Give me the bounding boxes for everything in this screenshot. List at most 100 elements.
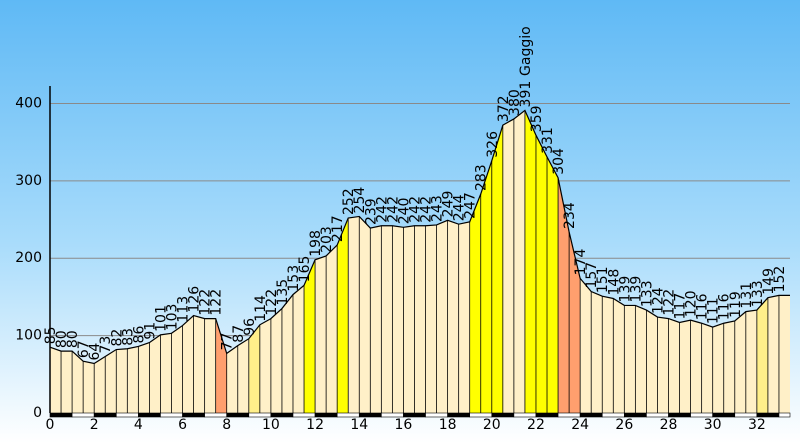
profile-segment-29 [359, 216, 371, 413]
data-label: 135 [275, 279, 291, 306]
profile-segment-36 [436, 220, 448, 413]
data-label: 139 [628, 276, 644, 303]
x-tick-label: 6 [178, 417, 187, 433]
x-tick-label: 14 [350, 417, 368, 433]
profile-segment-56 [657, 317, 669, 413]
data-label: 86 [131, 326, 147, 344]
x-tick-label: 2 [90, 417, 99, 433]
x-tick-label: 30 [704, 417, 722, 433]
data-label: 131 [739, 282, 755, 309]
data-label: 114 [253, 295, 269, 322]
profile-segment-2 [61, 351, 73, 413]
y-tick-labels: 0 100 200 300 400 [15, 95, 42, 421]
profile-segment-15 [204, 318, 216, 413]
data-label: 203 [319, 226, 335, 253]
profile-segment-45 [535, 135, 548, 413]
data-label: 326 [485, 131, 501, 158]
profile-segment-38 [458, 221, 470, 413]
data-label: 103 [164, 304, 180, 331]
data-label: 239 [363, 198, 379, 225]
data-label: 242 [374, 196, 390, 223]
profile-segment-40 [480, 160, 492, 413]
profile-segment-34 [414, 225, 426, 413]
data-label: 116 [717, 293, 733, 320]
data-label: 139 [617, 276, 633, 303]
profile-segment-44 [524, 110, 536, 413]
profile-segment-19 [248, 324, 260, 413]
data-label: 120 [684, 290, 700, 317]
data-label: 149 [761, 268, 777, 295]
profile-segment-11 [160, 333, 172, 413]
data-label: 283 [474, 164, 490, 191]
y-tick-label: 400 [15, 95, 42, 111]
profile-segment-17 [226, 345, 238, 413]
data-label: 77 [220, 333, 236, 351]
x-tick-label: 28 [660, 417, 678, 433]
data-label: 157 [584, 262, 600, 289]
profile-segment-26 [326, 245, 338, 413]
x-tick-label: 10 [262, 417, 280, 433]
profile-segment-31 [381, 225, 393, 413]
profile-segment-21 [270, 308, 282, 413]
data-label: 151 [595, 266, 611, 293]
km-bar-segment [778, 412, 791, 418]
profile-segment-13 [182, 315, 194, 413]
data-label: 372 [496, 95, 512, 122]
data-label: 133 [750, 280, 766, 307]
data-label: 242 [407, 196, 423, 223]
profile-segment-9 [138, 342, 150, 413]
data-label: 242 [419, 196, 435, 223]
profile-segment-48 [569, 231, 581, 413]
data-label: 122 [264, 289, 280, 316]
x-tick-label: 8 [222, 417, 231, 433]
data-label: 249 [441, 191, 457, 218]
profile-segment-51 [602, 296, 614, 413]
data-label: 126 [187, 286, 203, 313]
x-tick-label: 0 [46, 417, 55, 433]
profile-segment-53 [624, 305, 636, 413]
profile-segment-28 [348, 216, 360, 413]
data-label: 80 [65, 330, 81, 348]
data-label: 73 [98, 336, 114, 354]
data-label: 240 [396, 198, 412, 225]
data-label: 116 [695, 293, 711, 320]
profile-segment-32 [392, 225, 404, 413]
x-tick-label: 20 [483, 417, 501, 433]
profile-segment-24 [304, 259, 316, 413]
data-label: 87 [231, 325, 247, 343]
profile-segment-10 [149, 334, 161, 413]
profile-segment-42 [502, 118, 514, 413]
x-tick-labels: 0 2 4 6 8 10 12 14 16 18 20 22 24 26 28 30 32 [46, 417, 766, 433]
x-tick-label: 26 [615, 417, 633, 433]
axes [49, 86, 791, 418]
data-label: 217 [330, 215, 346, 242]
data-label: 242 [385, 196, 401, 223]
data-label: 174 [573, 249, 589, 276]
profile-segment-7 [116, 348, 128, 413]
profile-segment-43 [513, 110, 525, 413]
profile-segment-54 [635, 305, 647, 413]
data-label: 244 [452, 194, 468, 221]
profile-segment-1 [50, 347, 62, 413]
profile-segment-14 [193, 315, 205, 413]
y-tick-label: 200 [15, 250, 42, 266]
profile-segment-47 [558, 177, 570, 413]
profile-segment-3 [72, 351, 84, 413]
data-label: 91 [142, 322, 158, 340]
profile-segment-57 [668, 318, 680, 413]
data-label: 152 [772, 266, 788, 293]
data-label: 67 [76, 340, 92, 358]
data-labels: 8580806764738283869110110311312612212277… [43, 81, 788, 361]
profile-segment-61 [712, 323, 724, 413]
x-tick-label: 32 [748, 417, 766, 433]
x-tick-label: 22 [527, 417, 545, 433]
data-label: 148 [606, 269, 622, 296]
profile-segment-18 [237, 338, 249, 413]
x-tick-label: 4 [134, 417, 143, 433]
place-annotation: Gaggio [518, 26, 534, 76]
profile-segment-55 [646, 310, 658, 413]
data-label: 254 [352, 187, 368, 214]
profile-segment-20 [259, 318, 271, 413]
profile-segment-59 [690, 320, 702, 413]
data-label: 85 [43, 326, 59, 344]
